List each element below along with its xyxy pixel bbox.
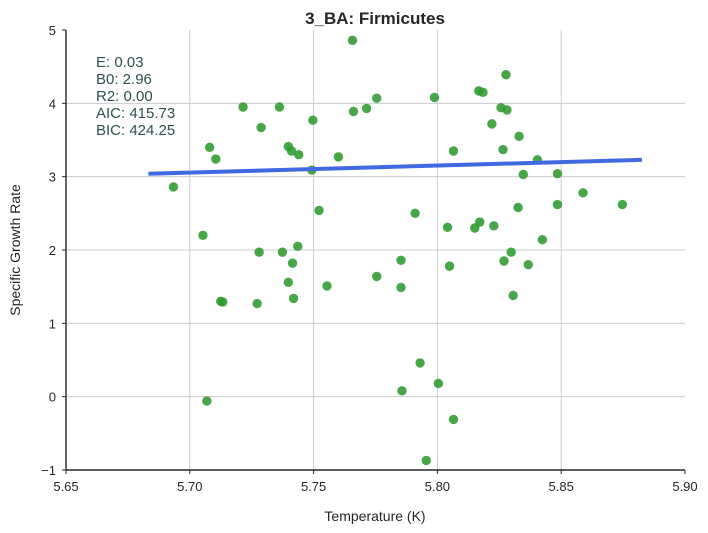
data-point [552, 199, 563, 210]
data-points [168, 35, 628, 466]
data-point [397, 386, 407, 396]
axes [62, 29, 686, 474]
data-point [198, 230, 208, 241]
y-axis-title: Specific Growth Rate [7, 184, 23, 316]
data-point [348, 106, 359, 117]
x-tick-label: 5.85 [549, 479, 574, 494]
y-tick-label: 0 [49, 390, 56, 405]
fit-line-group [148, 157, 642, 176]
y-tick-label: 2 [49, 243, 56, 258]
fit-statistic-line: B0: 2.96 [96, 71, 152, 88]
fit-line [148, 157, 642, 176]
y-tick-label: 5 [49, 23, 56, 38]
data-point [238, 102, 248, 112]
data-point [294, 149, 304, 160]
data-point [372, 271, 382, 282]
data-point [322, 281, 332, 291]
data-point [286, 146, 297, 156]
data-point [396, 282, 406, 293]
x-tick-label: 5.70 [177, 479, 202, 494]
x-tick-label: 5.65 [53, 479, 78, 494]
data-point [506, 247, 516, 257]
y-tick-label: 3 [49, 170, 56, 185]
data-point [518, 169, 529, 180]
data-point [283, 277, 294, 287]
x-tick-label: 5.75 [301, 479, 326, 494]
data-point [361, 103, 372, 114]
data-point [498, 144, 508, 155]
data-point [252, 298, 262, 309]
data-point [421, 455, 431, 466]
fit-statistic-line: BIC: 424.25 [96, 122, 175, 139]
y-tick-label: −1 [41, 463, 56, 478]
data-point [513, 202, 523, 213]
data-point [204, 142, 215, 153]
data-point [478, 87, 488, 98]
data-point [274, 102, 285, 112]
data-point [487, 119, 497, 129]
data-point [442, 222, 453, 232]
x-tick-labels: 5.65 5.70 5.75 5.80 5.85 5.90 [53, 479, 697, 494]
data-point [448, 146, 459, 156]
data-point [314, 205, 324, 216]
data-point [444, 261, 455, 271]
x-tick-label: 5.90 [672, 479, 697, 494]
data-point [508, 290, 518, 301]
data-point [288, 293, 299, 304]
fit-statistic-line: E: 0.03 [96, 54, 144, 71]
data-point [277, 247, 288, 257]
data-point [429, 92, 440, 103]
data-point [347, 35, 358, 45]
data-point [293, 241, 303, 252]
data-point [448, 414, 459, 425]
chart-title: 3_BA: Firmicutes [305, 9, 445, 28]
data-point [202, 396, 212, 406]
data-point [396, 255, 406, 265]
data-point [372, 93, 382, 103]
data-point [578, 188, 588, 198]
y-tick-labels: −1 0 1 2 3 4 5 [41, 23, 56, 478]
y-tick-label: 1 [49, 316, 56, 331]
data-point [410, 208, 420, 219]
data-point [501, 70, 511, 80]
fit-statistic-line: R2: 0.00 [96, 88, 153, 105]
data-point [617, 199, 628, 210]
data-point [254, 247, 264, 257]
data-point [211, 154, 221, 164]
data-point [489, 221, 499, 231]
data-point [502, 105, 512, 115]
data-point [256, 122, 266, 133]
data-point [514, 131, 524, 142]
x-axis-title: Temperature (K) [324, 508, 425, 524]
data-point [287, 258, 298, 268]
fit-statistic-line: AIC: 415.73 [96, 105, 175, 122]
data-point [218, 297, 228, 307]
data-point [433, 378, 444, 389]
y-tick-label: 4 [49, 96, 56, 111]
data-point [552, 169, 563, 179]
data-point [475, 217, 485, 227]
data-point [523, 259, 533, 270]
data-point [168, 182, 179, 192]
data-point [415, 358, 425, 368]
data-point [499, 256, 509, 266]
data-point [308, 115, 318, 125]
data-point [333, 152, 344, 162]
x-tick-label: 5.80 [425, 479, 450, 494]
grid-lines [66, 30, 685, 470]
data-point [537, 235, 548, 245]
